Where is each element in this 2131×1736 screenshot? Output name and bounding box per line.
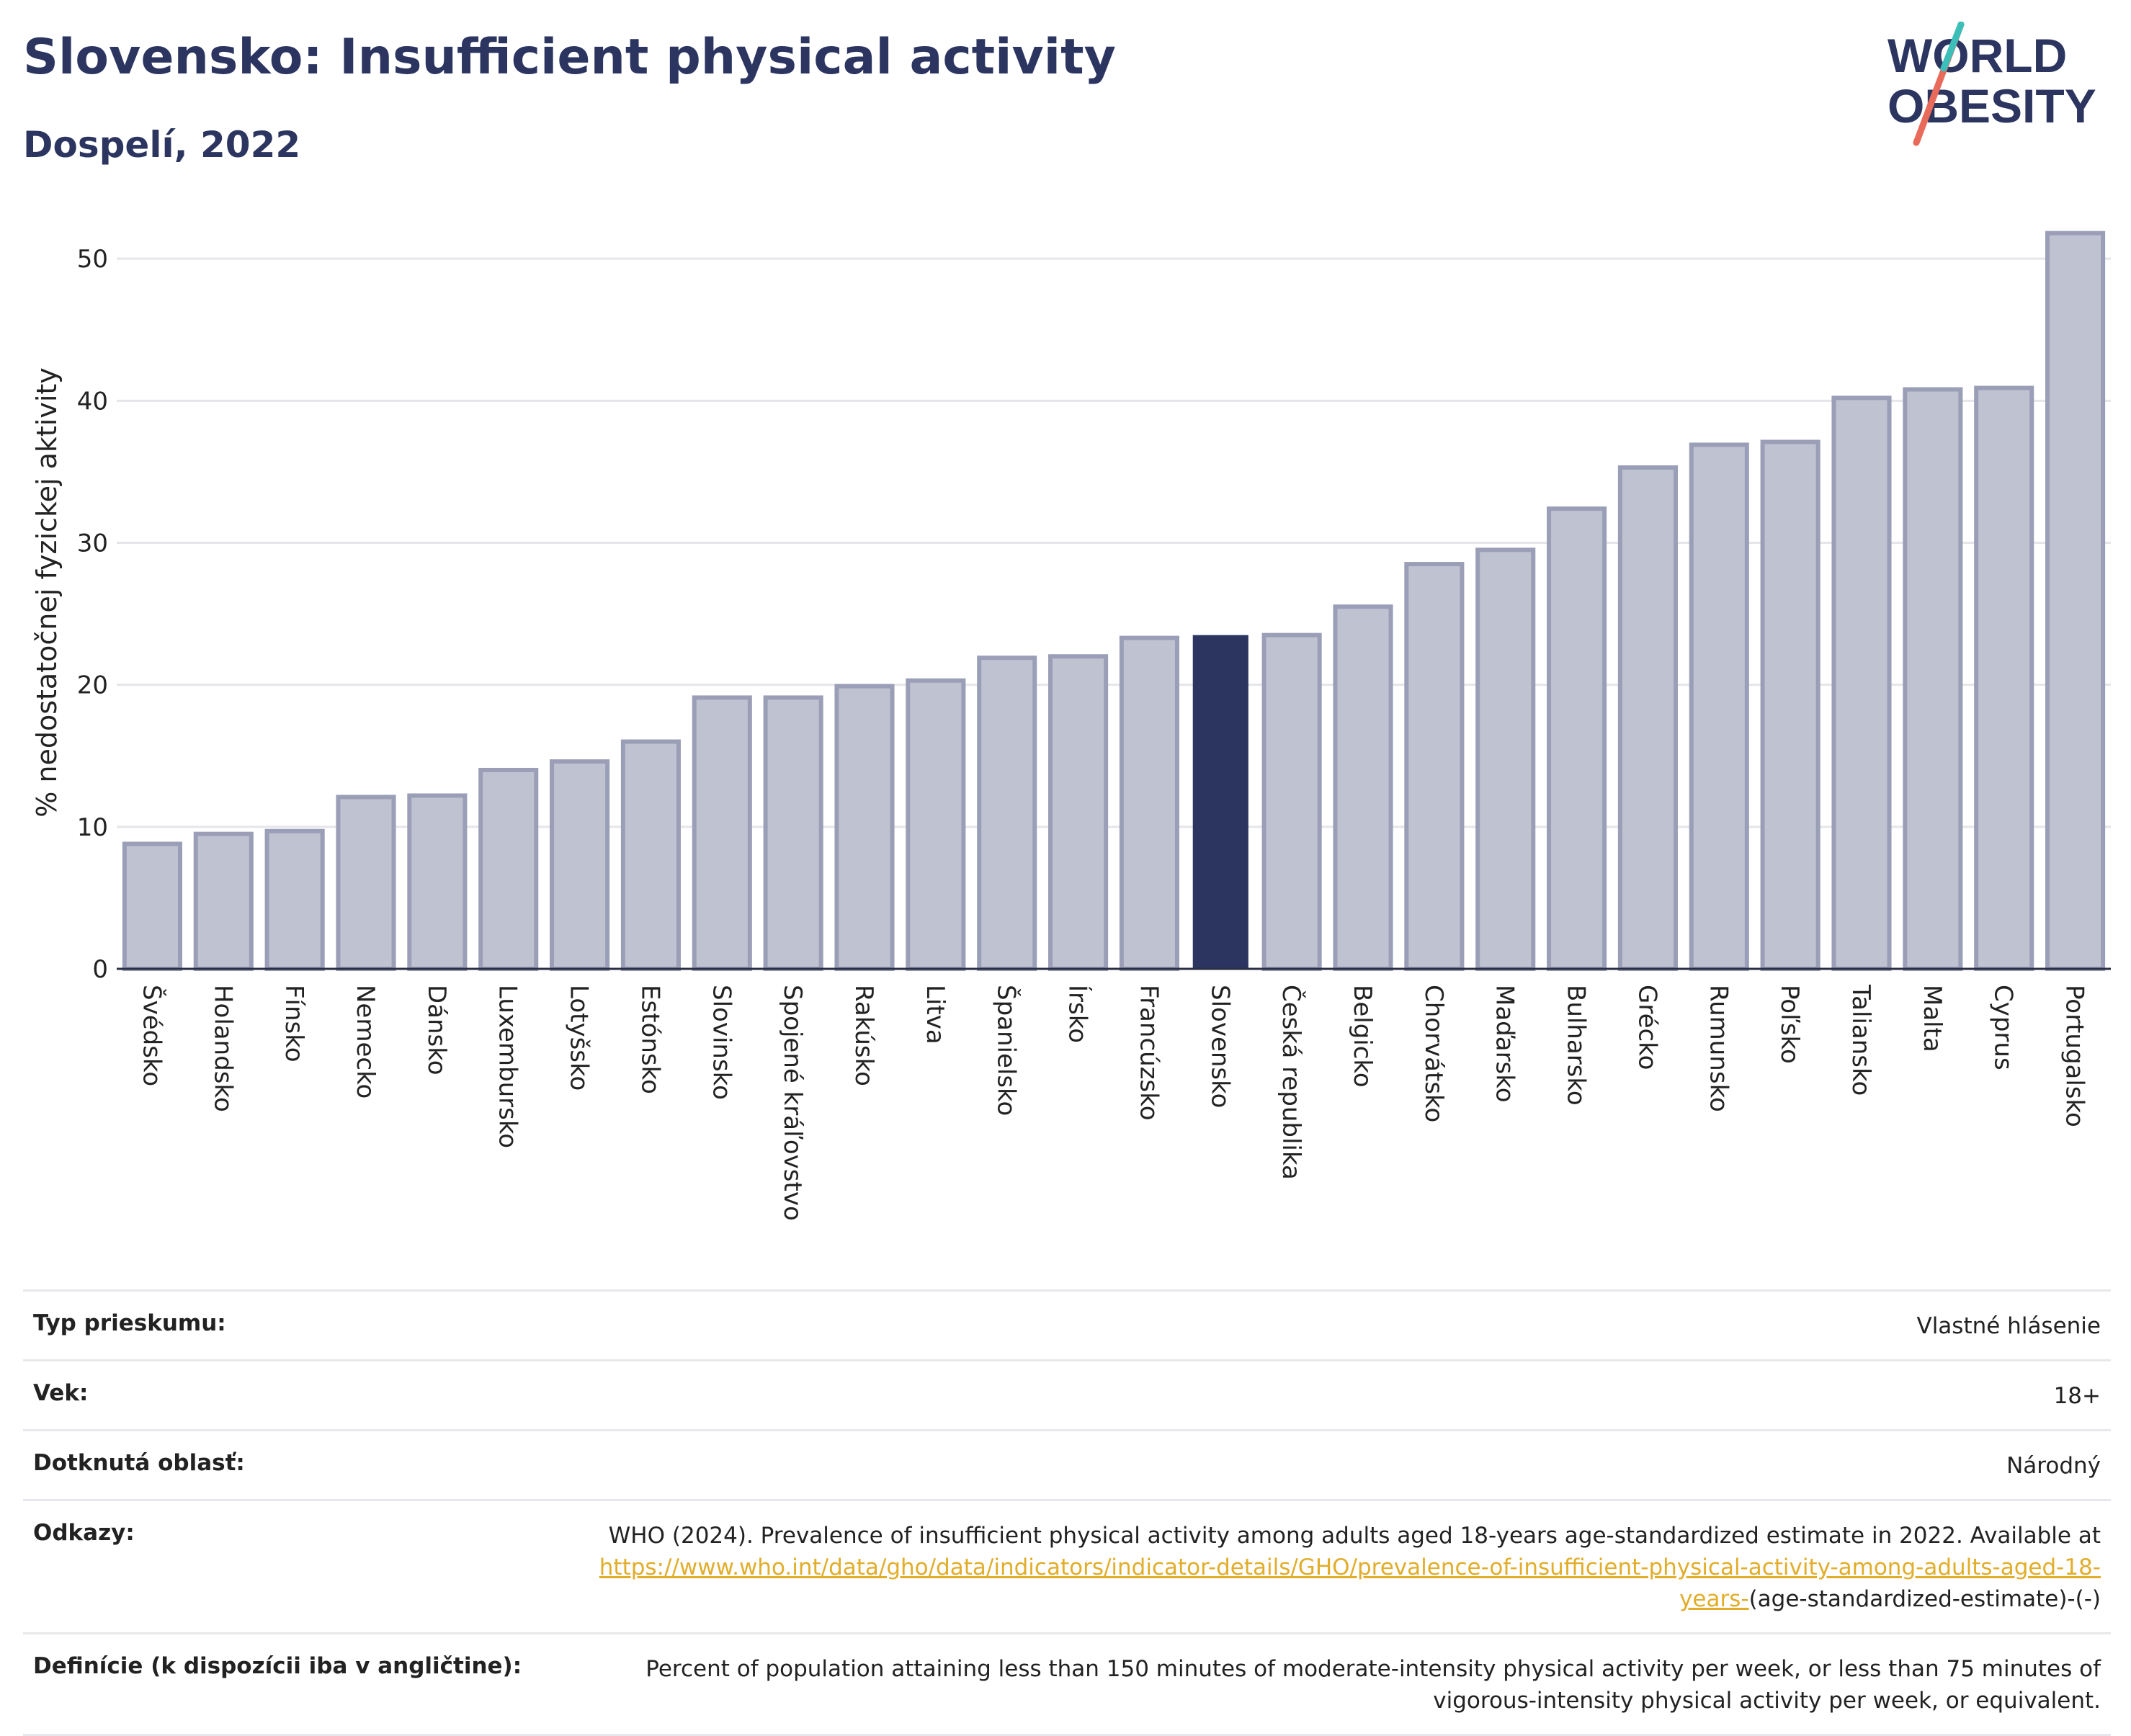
info-row-age: Vek: 18+ xyxy=(23,1359,2111,1429)
bar-19 xyxy=(1475,547,1536,971)
survey-type-label: Typ prieskumu: xyxy=(33,1310,226,1336)
x-tick-label: Holandsko xyxy=(208,985,237,1112)
x-tick-label: Rakúsko xyxy=(849,985,878,1086)
age-value: 18+ xyxy=(2053,1383,2101,1410)
info-row-definition: Definície (k dispozícii iba v angličtine… xyxy=(23,1632,2111,1736)
bar-13 xyxy=(1048,654,1109,972)
bar-22 xyxy=(1689,442,1749,971)
x-tick-label: Estónsko xyxy=(635,985,664,1094)
bar-24 xyxy=(1831,395,1892,971)
bar-25 xyxy=(1903,387,1963,971)
x-tick-label: Maďarsko xyxy=(1491,985,1519,1103)
bar-12 xyxy=(977,656,1037,971)
page-title: Slovensko: Insufficient physical activit… xyxy=(23,29,1116,86)
bar-20 xyxy=(1547,506,1607,971)
x-tick-label: Cyprus xyxy=(1989,985,2018,1070)
references-link[interactable]: https://www.who.int/data/gho/data/indica… xyxy=(599,1554,2101,1613)
x-tick-labels: Švédsko Holandsko Fínsko Nemecko Dánsko Luxem… xyxy=(137,984,2088,1221)
bar-21 xyxy=(1617,465,1678,972)
references-value: WHO (2024). Prevalence of insufficient p… xyxy=(545,1520,2101,1615)
definition-value: Percent of population attaining less tha… xyxy=(645,1656,2101,1714)
bar-9 xyxy=(763,695,823,971)
world-obesity-logo: WORLD OBESITY xyxy=(1887,22,2096,146)
bar-11 xyxy=(906,678,966,972)
y-tick-label: 10 xyxy=(77,813,108,842)
bar-10 xyxy=(834,684,895,971)
x-tick-label: Grécko xyxy=(1632,985,1661,1070)
x-tick-label: Slovensko xyxy=(1205,985,1234,1108)
bar-7 xyxy=(620,739,681,972)
x-tick-label: Dánsko xyxy=(422,985,451,1075)
x-tick-label: Slovinsko xyxy=(707,985,736,1100)
bar-4 xyxy=(407,793,468,971)
x-tick-label: Španielsko xyxy=(992,985,1022,1116)
x-tick-label: Luxembursko xyxy=(493,985,522,1148)
x-tick-label: Poľsko xyxy=(1775,985,1804,1064)
info-table: Typ prieskumu: Vlastné hlásenie Vek: 18+… xyxy=(23,1289,2111,1736)
logo-slash-teal xyxy=(1940,22,1965,72)
area-value: Národný xyxy=(2006,1453,2101,1480)
bar-16 xyxy=(1261,632,1322,971)
logo-line2: OBESITY xyxy=(1887,79,2096,133)
y-tick-labels: 0 10 20 30 40 50 xyxy=(77,245,108,984)
bar-5 xyxy=(478,767,539,972)
y-tick-label: 30 xyxy=(77,529,108,558)
x-tick-label: Česká republika xyxy=(1277,985,1306,1180)
bar-2 xyxy=(264,828,325,972)
bar-26 xyxy=(1974,385,2034,971)
x-tick-label: Fínsko xyxy=(280,985,308,1062)
x-tick-label: Francúzsko xyxy=(1134,985,1163,1121)
references-text: WHO (2024). Prevalence of insufficient p… xyxy=(608,1523,2101,1549)
references-suffix: (age-standardized-estimate)-(-) xyxy=(1748,1586,2101,1613)
bar-23 xyxy=(1760,439,1820,971)
bar-8 xyxy=(692,695,752,971)
x-tick-label: Bulharsko xyxy=(1562,985,1591,1106)
page-subtitle: Dospelí, 2022 xyxy=(23,124,301,166)
x-tick-label: Belgicko xyxy=(1348,985,1377,1088)
bar-6 xyxy=(550,759,610,971)
area-label: Dotknutá oblasť: xyxy=(33,1450,245,1477)
bar-27 xyxy=(2045,231,2106,971)
survey-type-value: Vlastné hlásenie xyxy=(1916,1313,2101,1339)
x-tick-label: Rumunsko xyxy=(1704,985,1733,1112)
x-tick-label: Nemecko xyxy=(351,985,380,1099)
bar-17 xyxy=(1333,604,1393,971)
bar-18 xyxy=(1404,562,1465,971)
y-tick-label: 40 xyxy=(77,387,108,416)
definition-label: Definície (k dispozícii iba v angličtine… xyxy=(33,1653,522,1680)
info-row-survey: Typ prieskumu: Vlastné hlásenie xyxy=(23,1289,2111,1359)
bar-3 xyxy=(336,795,396,971)
y-tick-label: 0 xyxy=(92,955,108,984)
x-tick-label: Portugalsko xyxy=(2060,985,2089,1127)
x-tick-label: Švédsko xyxy=(137,985,166,1086)
y-tick-label: 20 xyxy=(77,671,108,700)
bar-14 xyxy=(1119,635,1179,972)
bar-0 xyxy=(122,841,182,971)
logo-line1: WORLD xyxy=(1887,29,2067,82)
x-tick-label: Taliansko xyxy=(1846,984,1875,1096)
y-tick-label: 50 xyxy=(77,245,108,274)
x-tick-label: Chorvátsko xyxy=(1419,985,1448,1122)
references-label: Odkazy: xyxy=(33,1520,135,1547)
info-row-references: Odkazy: WHO (2024). Prevalence of insuff… xyxy=(23,1499,2111,1632)
bar-15 xyxy=(1192,635,1248,969)
y-axis-label: % nedostatočnej fyzickej aktivity xyxy=(31,367,63,818)
bar-chart: 0 10 20 30 40 50 Švédsko Holandsko Fínsko Nemeck… xyxy=(31,231,2111,1221)
age-label: Vek: xyxy=(33,1380,89,1407)
bars xyxy=(122,231,2106,972)
x-tick-label: Malta xyxy=(1918,985,1947,1052)
info-row-area: Dotknutá oblasť: Národný xyxy=(23,1429,2111,1499)
x-tick-label: Lotyšsko xyxy=(565,985,594,1091)
x-tick-label: Írsko xyxy=(1063,985,1093,1043)
x-tick-label: Spojené kráľovstvo xyxy=(778,985,807,1221)
x-tick-label: Litva xyxy=(921,985,950,1044)
bar-1 xyxy=(193,831,254,971)
